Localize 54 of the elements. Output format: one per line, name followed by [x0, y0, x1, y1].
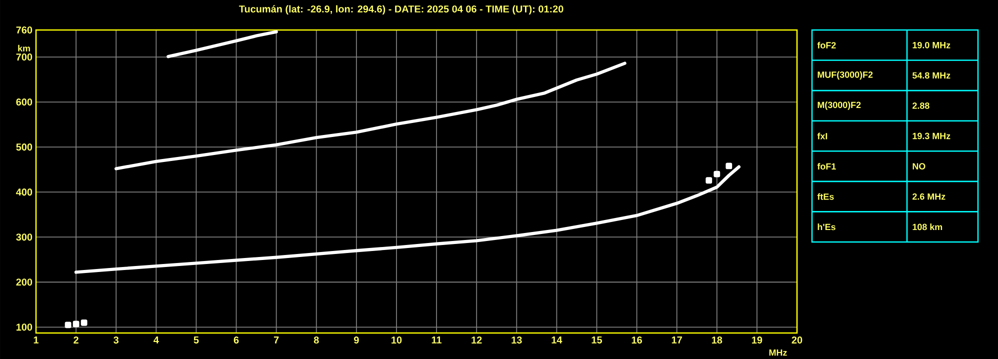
text: 54.8 MHz [912, 72, 950, 79]
x-tick-label: 20 [792, 336, 802, 344]
category-label: fxI [817, 132, 828, 140]
text: NO [912, 163, 926, 170]
x-tick-label: 1 [34, 336, 39, 344]
text: 2.88 [912, 102, 930, 109]
x-tick-label: 15 [592, 336, 602, 344]
chart-title: Tucumán (lat: -26.9, lon: 294.6) - DATE: 2025 04 06 - TIME (UT): 01:20 [239, 5, 564, 14]
y-tick-label: 500 [16, 144, 32, 151]
y-axis-title: km [18, 44, 30, 52]
text: 108 km [912, 224, 942, 230]
y-tick-label: 100 [16, 324, 32, 331]
y-tick-label: 200 [16, 278, 32, 286]
x-axis-title: MHz [769, 350, 787, 356]
text: 19.0 MHz [912, 42, 950, 48]
y-tick-label: 300 [16, 234, 32, 241]
x-tick-label: 14 [552, 336, 562, 344]
line-series [114, 62, 626, 170]
y-tick-label: 760 [16, 26, 32, 34]
category-label: foF2 [817, 42, 836, 48]
line-series [166, 30, 278, 58]
point [64, 322, 72, 328]
x-tick-label: 18 [712, 336, 722, 344]
x-tick-label: 19 [752, 336, 762, 344]
text: 19.3 MHz [912, 132, 950, 140]
x-tick-label: 4 [154, 336, 159, 344]
x-tick-label: 9 [354, 336, 359, 344]
x-tick-label: 12 [472, 336, 482, 344]
point [714, 170, 720, 178]
point [72, 320, 80, 328]
point [726, 162, 732, 170]
category-label: h'Es [818, 224, 836, 230]
x-tick-label: 16 [632, 336, 642, 344]
category-label: foF1 [817, 162, 836, 170]
x-tick-label: 11 [432, 336, 442, 344]
point [80, 319, 88, 326]
y-tick-label: 400 [16, 188, 32, 196]
category-label: M(3000)F2 [818, 102, 861, 110]
x-tick-label: 13 [512, 336, 522, 344]
text: 2.6 MHz [912, 193, 946, 200]
y-tick-label: 600 [16, 98, 32, 106]
x-tick-label: 7 [274, 336, 279, 344]
x-tick-label: 8 [314, 336, 319, 344]
x-tick-label: 10 [392, 336, 402, 344]
x-tick-label: 3 [114, 336, 119, 344]
x-tick-label: 17 [672, 336, 682, 344]
point [706, 177, 712, 184]
line-series [74, 165, 741, 274]
category-label: MUF(3000)F2 [818, 71, 873, 80]
x-tick-label: 6 [234, 336, 239, 344]
y-tick-label: 700 [16, 53, 32, 61]
x-tick-label: 2 [74, 336, 78, 344]
category-label: ftEs [817, 193, 834, 200]
x-tick-label: 5 [194, 336, 199, 344]
